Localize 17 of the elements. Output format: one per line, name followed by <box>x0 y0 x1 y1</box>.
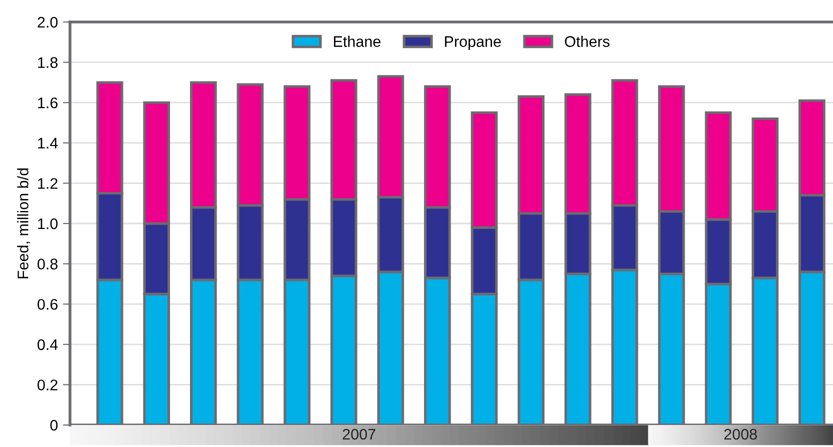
y-tick-label: 0.6 <box>38 298 58 310</box>
y-tick-label: 0.4 <box>38 339 58 350</box>
y-tick-label: 0 <box>50 420 58 431</box>
y-tick-label: 1.8 <box>38 57 58 68</box>
y-tick-label: 1.0 <box>38 218 58 230</box>
y-tick-label: 0.8 <box>38 258 58 270</box>
y-axis-title: Feed, million b/d <box>17 168 30 278</box>
y-tick-label: 2.0 <box>38 16 58 28</box>
legend-label: Others <box>564 36 610 47</box>
y-tick-label: 1.6 <box>38 97 58 108</box>
y-tick-label: 0.2 <box>38 380 58 390</box>
text: 2007 <box>342 428 376 440</box>
y-tick-label: 1.4 <box>38 138 58 148</box>
legend-label: Ethane <box>334 36 380 47</box>
text: 2008 <box>724 428 757 440</box>
legend-label: Propane <box>445 36 501 50</box>
y-tick-label: 1.2 <box>38 178 58 189</box>
